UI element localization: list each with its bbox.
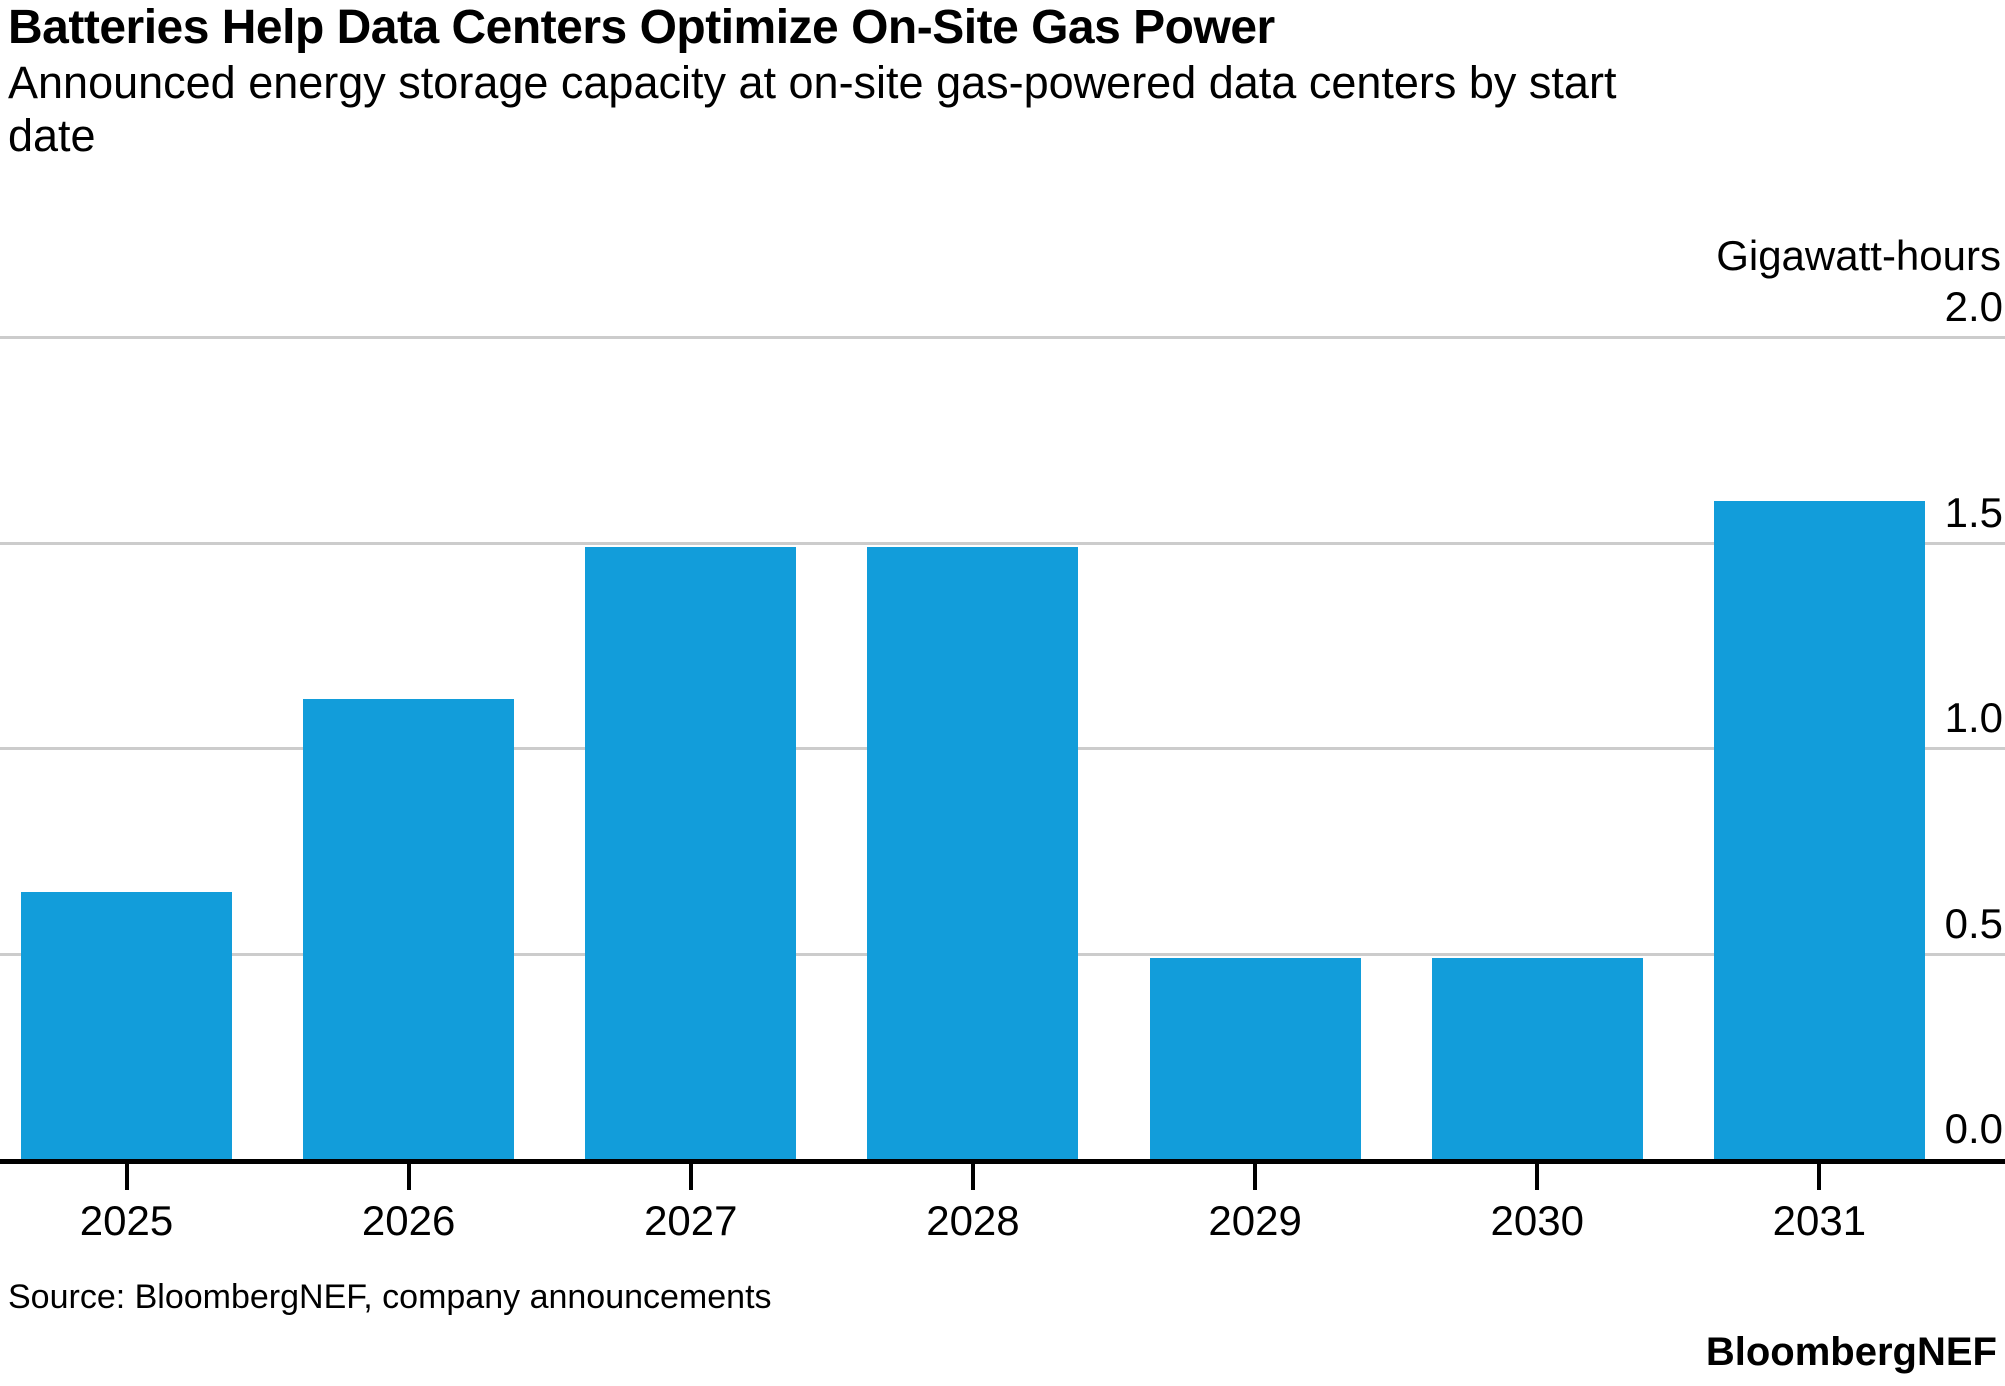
chart-title: Batteries Help Data Centers Optimize On-…	[8, 1, 1275, 54]
x-tick-label-2028: 2028	[926, 1197, 1020, 1244]
x-tick-mark-2030	[1535, 1164, 1540, 1190]
bar-2031	[1713, 501, 1925, 1159]
chart-subtitle: Announced energy storage capacity at on-…	[8, 57, 1617, 161]
y-tick-label-2.0: 2.0	[1944, 283, 2003, 330]
x-tick-label-2030: 2030	[1490, 1197, 1584, 1244]
plot-area: 2025 2026 2027 2028 2029 2030 2031 0.0 0.5 1.0 1.5…	[0, 283, 2005, 1244]
x-tick-label-2025: 2025	[79, 1197, 174, 1244]
x-axis-line	[0, 1159, 2005, 1164]
x-tick-mark-2028	[970, 1164, 975, 1190]
x-tick-mark-2031	[1817, 1164, 1822, 1190]
gridline-2	[0, 336, 2005, 339]
y-tick-label-1.0: 1.0	[1944, 694, 2003, 741]
bar-2025	[21, 891, 232, 1159]
y-tick-label-1.5: 1.5	[1944, 488, 2003, 536]
x-tick-label-2029: 2029	[1208, 1197, 1302, 1244]
x-tick-label-2031: 2031	[1772, 1197, 1867, 1244]
bar-2027	[585, 546, 797, 1159]
x-tick-label-2026: 2026	[361, 1197, 456, 1244]
x-tick-mark-2027	[688, 1164, 693, 1190]
y-axis-unit-label: Gigawatt-hours	[1716, 232, 2001, 279]
bar-2028	[867, 546, 1079, 1159]
bar-2030	[1431, 957, 1643, 1159]
y-tick-label-0.0: 0.0	[1944, 1105, 2003, 1152]
y-tick-label-0.5: 0.5	[1944, 899, 2003, 947]
x-tick-mark-2026	[406, 1164, 411, 1190]
x-tick-mark-2029	[1253, 1164, 1258, 1190]
x-tick-label-2027: 2027	[644, 1197, 738, 1244]
source-note: Source: BloombergNEF, company announceme…	[8, 1278, 772, 1316]
brand-logo-text: BloombergNEF	[1705, 1330, 1997, 1374]
gridline-1.5	[0, 541, 2005, 545]
bar-2026	[303, 698, 515, 1159]
x-tick-mark-2025	[124, 1164, 129, 1190]
bar-2029	[1149, 957, 1361, 1159]
